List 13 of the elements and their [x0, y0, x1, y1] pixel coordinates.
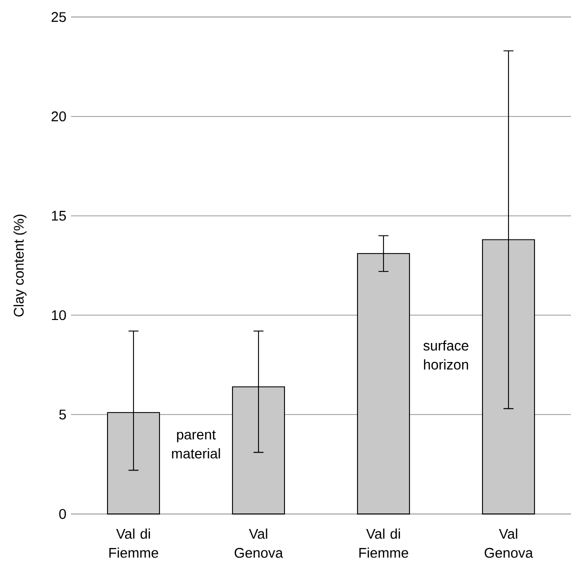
y-tick-label: 15 — [52, 210, 66, 221]
annotation: parent material — [172, 430, 220, 459]
y-tick-label: 20 — [52, 111, 66, 122]
y-tick-label: 10 — [52, 310, 66, 320]
y-axis-title: Clay content (%) — [13, 214, 27, 317]
y-tick-label: 0 — [59, 509, 66, 519]
x-tick-label: Val Genova — [484, 528, 534, 558]
y-tick-label: 25 — [52, 12, 66, 22]
x-tick-label: Val di Fiemme — [109, 528, 158, 558]
y-tick-label: 5 — [59, 410, 66, 420]
annotation: surface horizon — [423, 340, 468, 370]
x-tick-label: Val Genova — [234, 528, 284, 558]
x-tick-label: Val di Fiemme — [359, 528, 408, 558]
